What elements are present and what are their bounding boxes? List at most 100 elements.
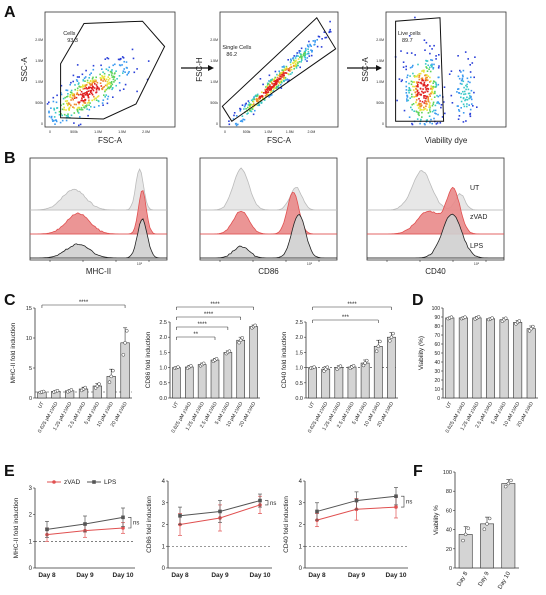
flow-event-dot [460,71,462,73]
flow-event-dot [311,49,313,52]
flow-event-dot [430,80,432,82]
flow-y-label: SSC-A [20,57,29,82]
flow-event-dot [418,114,420,117]
flow-event-dot [289,61,292,64]
histogram-x-label: CD86 [258,267,279,276]
significance-label: ns [406,500,412,506]
data-point [463,315,467,319]
flow-event-dot [292,62,295,65]
flow-event-dot [293,61,296,63]
flow-event-dot [411,96,413,98]
flow-event-dot [425,97,427,100]
data-point [83,522,87,526]
flow-event-dot [281,76,283,78]
flow-event-dot [285,67,288,69]
flow-event-dot [429,102,431,104]
flow-event-dot [431,48,433,50]
flow-event-dot [429,121,431,124]
flow-event-dot [120,58,122,60]
flow-event-dot [89,89,92,92]
flow-event-dot [243,118,246,121]
flow-event-dot [469,113,471,116]
data-point [338,364,343,368]
flow-event-dot [269,89,271,91]
flow-event-dot [81,108,84,111]
flow-event-dot [280,81,283,83]
flow-event-dot [408,116,411,118]
flow-event-dot [100,64,102,67]
flow-event-dot [266,85,268,88]
flow-event-dot [76,92,79,94]
flow-event-dot [293,59,295,62]
histogram-tick-label: 10⁵ [307,262,313,266]
flow-event-dot [78,82,80,84]
flow-event-dot [430,92,432,95]
flow-event-dot [272,86,274,88]
flow-event-dot [244,103,247,106]
flow-event-dot [423,84,425,87]
significance-label: **** [204,312,214,318]
flow-event-dot [272,79,275,81]
flow-event-dot [86,108,88,110]
flow-event-dot [277,86,280,88]
flow-event-dot [264,88,266,91]
flow-event-dot [468,92,471,95]
flow-event-dot [431,110,434,113]
gate-outline [395,17,445,122]
flow-event-dot [280,87,283,89]
y-tick-label: 40 [446,528,452,534]
histogram-panel-cd40: CD40 10⁵ [366,157,505,276]
flow-event-dot [296,54,298,57]
flow-event-dot [264,94,267,97]
flow-event-dot [432,68,434,70]
flow-event-dot [66,89,69,92]
y-tick-label: 70 [434,333,440,339]
flow-event-dot [262,92,265,94]
flow-event-dot [102,86,104,89]
significance-label: ** [193,332,198,338]
data-point [41,389,46,394]
flow-event-dot [79,89,81,91]
flow-x-tick: 2.0M [142,130,150,134]
flow-event-dot [112,87,114,89]
flow-event-dot [269,91,272,93]
flow-event-dot [308,52,310,55]
flow-event-dot [456,91,458,93]
flow-event-dot [85,69,87,72]
bar [513,322,523,399]
flow-event-dot [76,93,79,95]
flow-event-dot [415,88,418,91]
flow-event-dot [83,101,85,103]
flow-event-dot [425,100,428,103]
flow-event-dot [412,64,414,67]
flow-event-dot [118,75,121,77]
flow-event-dot [283,72,285,74]
flow-event-dot [431,59,434,62]
flow-event-dot [259,78,262,80]
flow-event-dot [111,76,114,78]
data-point [389,335,394,339]
significance-label: **** [347,302,357,308]
flow-event-dot [284,76,287,79]
flow-event-dot [406,98,408,100]
flow-event-dot [462,97,465,100]
data-point [376,344,381,349]
flow-event-dot [252,113,255,116]
flow-event-dot [470,96,472,99]
flow-event-dot [435,58,437,60]
flow-event-dot [461,83,463,85]
y-tick-label: 2 [162,523,166,529]
flow-event-dot [118,82,121,84]
flow-event-dot [78,85,80,88]
flow-event-dot [270,90,273,93]
flow-event-dot [431,64,433,67]
flow-event-dot [241,104,244,106]
flow-event-dot [252,101,255,103]
flow-event-dot [108,77,111,80]
flow-event-dot [403,109,406,112]
flow-event-dot [275,87,277,89]
flow-event-dot [88,77,90,79]
flow-event-dot [86,81,89,84]
flow-event-dot [409,97,411,99]
data-point [121,515,125,520]
